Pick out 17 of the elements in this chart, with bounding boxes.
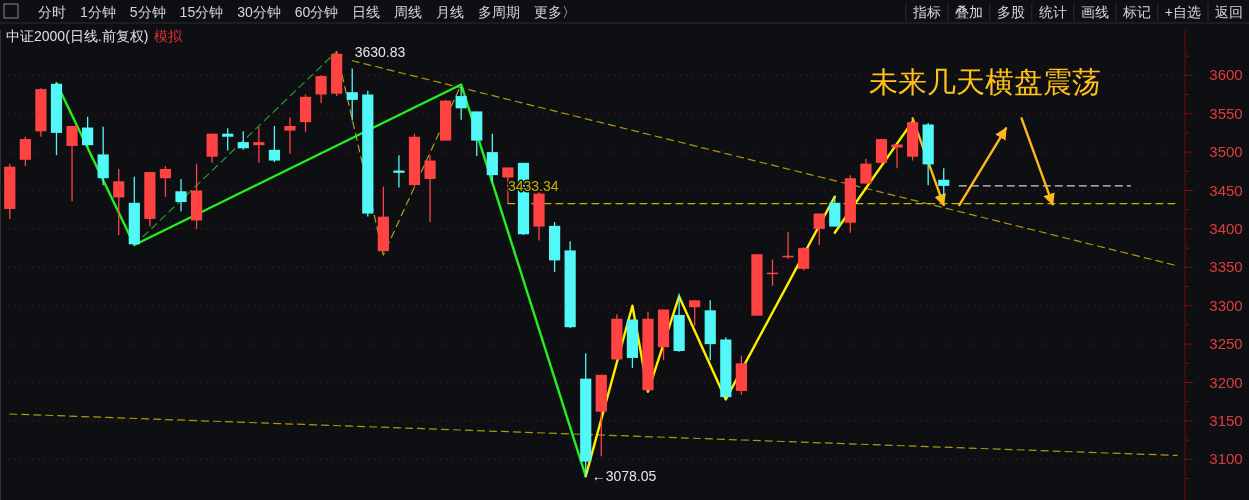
annotation: 3630.83 (354, 43, 406, 60)
chart-subtitle: 模拟 (154, 28, 184, 44)
y-tick-label: 3600 (1209, 66, 1243, 84)
y-tick-label: 3550 (1209, 104, 1243, 122)
y-tick-label: 3400 (1209, 219, 1243, 237)
y-tick-label: 3300 (1209, 296, 1243, 314)
y-tick-label: 3450 (1209, 181, 1243, 199)
y-tick-label: 3100 (1209, 450, 1243, 468)
chart-title: 中证2000(日线.前复权) (6, 28, 149, 44)
y-tick-label: 3200 (1209, 373, 1243, 391)
annotation: ←3078.05 (591, 468, 657, 485)
annotation: 未来几天横盘震荡 (869, 66, 1101, 98)
y-tick-label: 3350 (1209, 258, 1243, 276)
toolbar: 分时 1分钟 5分钟 15分钟 30分钟 60分钟 日线 周线 月线 多周期 更多〉 指标 叠加 多股 统计 画线 标记 +自选 返回 (38, 2, 1243, 22)
y-tick-label: 3150 (1209, 411, 1243, 429)
y-tick-label: 3250 (1209, 335, 1243, 353)
y-tick-label: 3500 (1209, 143, 1243, 161)
